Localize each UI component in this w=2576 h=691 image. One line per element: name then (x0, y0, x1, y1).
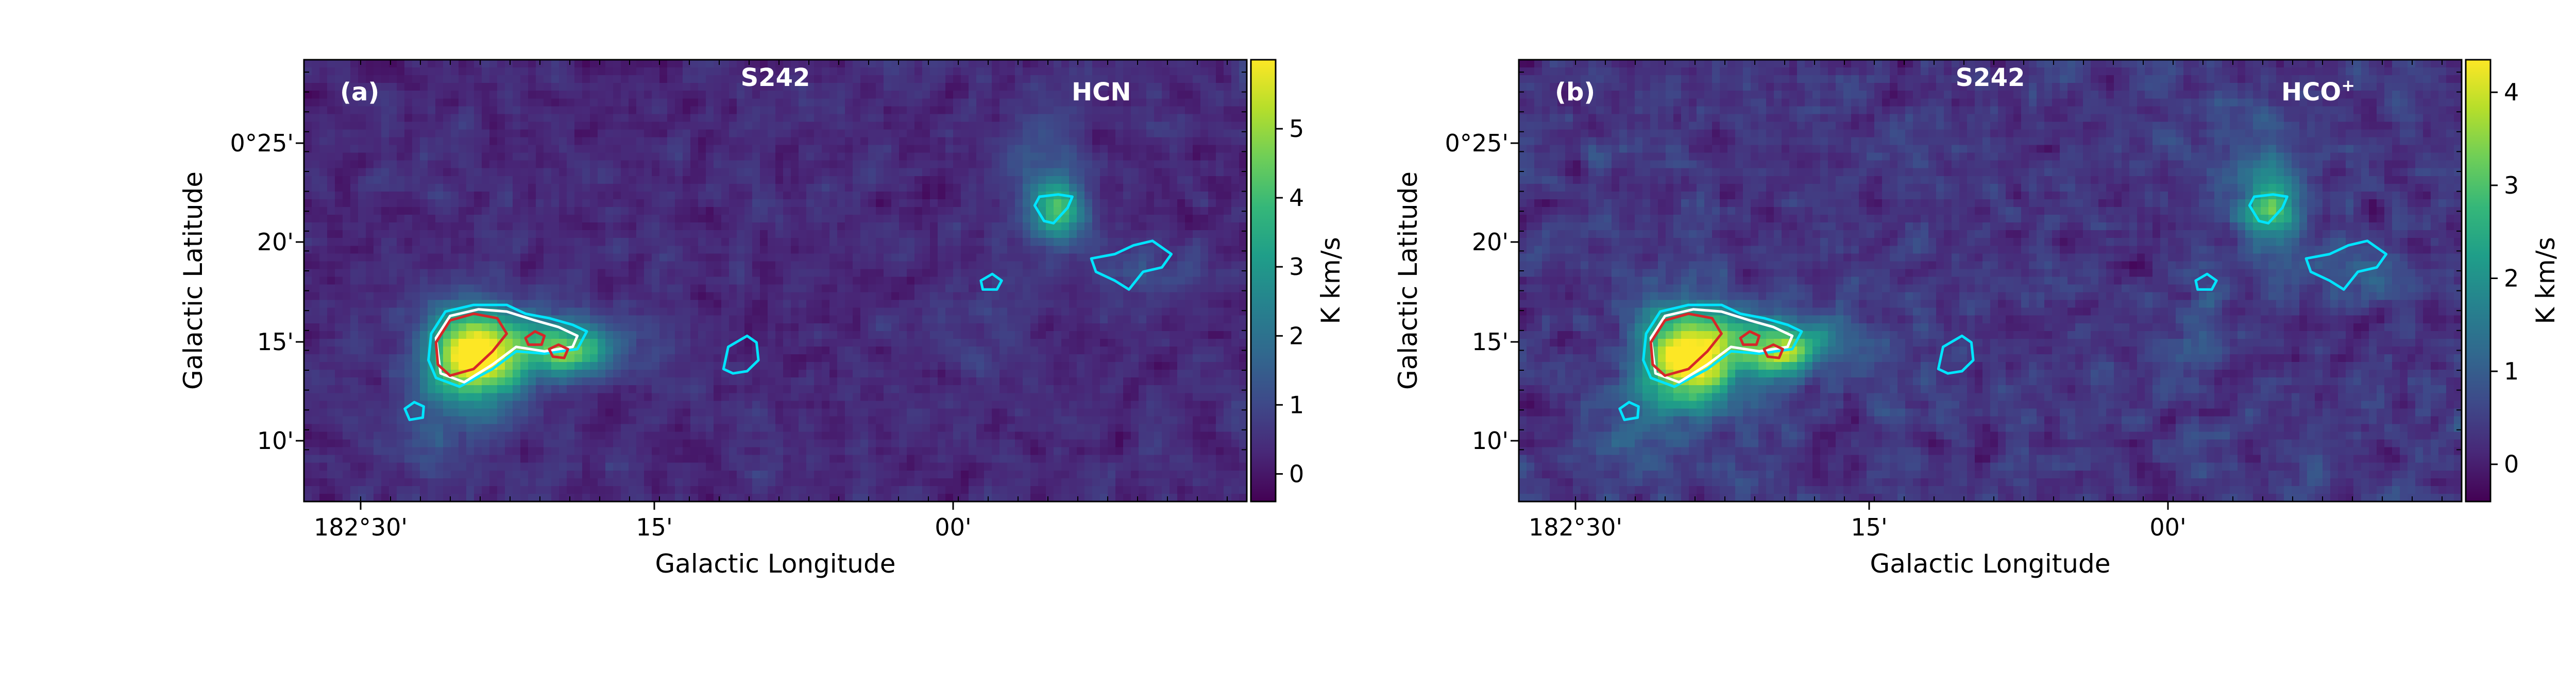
minor-ticks-a (304, 60, 1247, 502)
y-axis-title: Galactic Latitude (1393, 171, 1423, 390)
contour-outer-e-peak (1033, 193, 1074, 224)
y-tick-label: 0°25' (230, 129, 294, 157)
x-tick-label: 00' (935, 513, 971, 541)
contours-a (403, 193, 1173, 421)
region-label: S242 (1956, 63, 2025, 92)
molecule-label: HCN (1072, 78, 1131, 107)
colorbar-tick-label: 0 (1289, 460, 1304, 488)
contour-outer-w (403, 401, 425, 421)
x-tick-label: 15' (1851, 513, 1887, 541)
contour-outer-w (1618, 401, 1640, 421)
y-tick-label: 15' (1472, 328, 1509, 356)
y-tick-label: 0°25' (1445, 129, 1509, 157)
plot-frame-a (303, 59, 1248, 503)
contour-inner-main (434, 312, 508, 377)
colorbar-ticks: 0 1 2 3 4 (2490, 78, 2519, 478)
colorbar-tick-label: 1 (2504, 357, 2519, 385)
colorbar-tick-label: 2 (2504, 265, 2519, 292)
colorbar-tick-label: 4 (2504, 78, 2519, 106)
contour-inner-knot-1 (1739, 330, 1761, 346)
colorbar-label: K km/s (1316, 237, 1346, 324)
heatmap-image-b (1519, 60, 2462, 502)
contour-outer-e-lobe (1090, 239, 1173, 291)
colorbar-tick-label: 5 (1289, 115, 1304, 143)
x-tick-label: 182°30' (314, 513, 408, 541)
colorbar-tick-label: 4 (1289, 184, 1304, 212)
contour-inner-main (1649, 312, 1723, 377)
y-tick-label: 10' (1472, 427, 1509, 455)
contour-mid-main (1649, 308, 1794, 384)
y-tick-label: 20' (1472, 228, 1509, 256)
colorbar-tick-label: 3 (1289, 253, 1304, 281)
contour-outer-e-small (2194, 272, 2218, 291)
contour-outer-e-lobe (2304, 239, 2388, 291)
x-tick-label: 15' (636, 513, 672, 541)
contour-mid-main (434, 308, 579, 384)
plot-frame-b (1518, 59, 2463, 503)
y-axis-title: Galactic Latitude (178, 171, 208, 390)
y-tick-label: 20' (257, 228, 294, 256)
x-axis-title: Galactic Longitude (1870, 549, 2111, 579)
y-tick-label: 15' (257, 328, 294, 356)
contour-inner-knot-2 (1762, 343, 1784, 359)
colorbar-gradient (2465, 59, 2492, 503)
panel-b: (b) S242 HCO+ 182°30' 15' 00' 0°25' 20' … (1393, 59, 2561, 579)
contour-outer-e-peak (2248, 193, 2289, 224)
minor-ticks-b (1519, 60, 2462, 502)
contours-b (1618, 193, 2388, 421)
contour-inner-knot-2 (548, 343, 569, 359)
x-tick-label: 00' (2149, 513, 2186, 541)
heatmap-image-a (304, 60, 1247, 502)
colorbar-tick-label: 1 (1289, 391, 1304, 419)
colorbar-ticks: 0 1 2 3 4 5 (1276, 115, 1304, 488)
contour-outer-mid (1937, 334, 1975, 375)
x-tick-label: 182°30' (1529, 513, 1622, 541)
molecule-label: HCO+ (2281, 76, 2355, 107)
region-label: S242 (741, 63, 810, 92)
contour-outer-mid (722, 334, 760, 375)
panel-label: (b) (1555, 78, 1595, 107)
contour-outer-e-small (979, 272, 1003, 291)
panel-label: (a) (340, 78, 379, 107)
y-tick-label: 10' (257, 427, 294, 455)
colorbar-tick-label: 0 (2504, 451, 2519, 478)
colorbar-tick-label: 2 (1289, 322, 1304, 350)
colorbar-tick-label: 3 (2504, 171, 2519, 199)
contour-outer-main (427, 303, 588, 388)
contour-inner-knot-1 (524, 330, 546, 346)
colorbar-gradient (1250, 59, 1277, 503)
panel-a: (a) S242 HCN 182°30' 15' 00' 0°25' 20' 1… (178, 59, 1346, 579)
x-axis-title: Galactic Longitude (655, 549, 896, 579)
colorbar-label: K km/s (2531, 237, 2561, 324)
colorbar-a: 0 1 2 3 4 5 K km/s (1250, 59, 1346, 503)
contour-outer-main (1642, 303, 1803, 388)
colorbar-b: 0 1 2 3 4 K km/s (2465, 59, 2561, 503)
